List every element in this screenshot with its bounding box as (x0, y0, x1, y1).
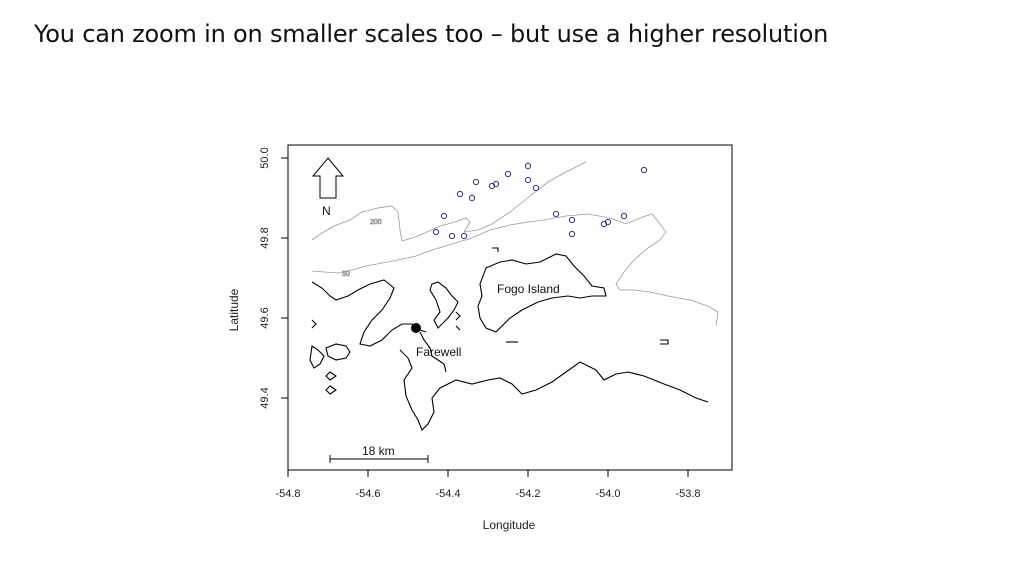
plot-frame (287, 144, 733, 471)
sample-point (568, 230, 576, 238)
scale-bar-label: 18 km (362, 444, 395, 458)
sample-point (448, 232, 456, 240)
farewell-label: Farewell (416, 345, 461, 359)
sample-point (620, 212, 628, 220)
x-tick-label: -54.6 (355, 488, 380, 500)
y-tick-label: 49.4 (259, 387, 271, 408)
coastline-farewell-inlet (419, 331, 447, 373)
sample-point (524, 176, 532, 184)
coastline-central-peninsula (429, 281, 459, 329)
coastline-south (399, 349, 709, 431)
scale-bar: 18 km (329, 444, 429, 463)
sample-point (640, 166, 648, 174)
x-tick-label: -54.8 (275, 488, 300, 500)
sample-points (432, 162, 648, 240)
slide-title: You can zoom in on smaller scales too – … (34, 20, 829, 48)
island-west-3 (311, 319, 317, 329)
islet-1 (325, 371, 337, 381)
sample-point (524, 162, 532, 170)
x-tick-label: -54.4 (435, 488, 460, 500)
contour-200-label: 200 (370, 219, 382, 226)
y-tick-label: 49.6 (259, 307, 271, 328)
island-west-2 (325, 343, 351, 361)
islet-6 (455, 311, 461, 321)
sample-point (440, 212, 448, 220)
sample-point (552, 210, 560, 218)
sample-point (456, 190, 464, 198)
sample-point (460, 232, 468, 240)
x-tick-label: -54.2 (515, 488, 540, 500)
y-axis: 49.4 49.6 49.8 50.0 (259, 147, 289, 409)
islet-3 (492, 247, 499, 252)
fogo-island-coast (477, 253, 607, 333)
islet-7 (455, 325, 461, 331)
islet-2 (325, 385, 337, 395)
y-tick-label: 50.0 (259, 147, 271, 168)
sample-point (432, 228, 440, 236)
fogo-island-label: Fogo Island (497, 282, 560, 296)
x-tick-label: -53.8 (675, 488, 700, 500)
farewell-marker (411, 323, 421, 333)
island-west-1 (309, 345, 325, 369)
coastlines (309, 247, 709, 431)
sample-point (472, 178, 480, 186)
coastline-peninsula-west (311, 279, 427, 347)
x-axis-title: Longitude (483, 518, 536, 532)
sample-point (468, 194, 476, 202)
x-tick-label: -54.0 (595, 488, 620, 500)
y-axis-title: Latitude (227, 288, 241, 331)
sample-point (492, 180, 500, 188)
depth-contours: 200 50 (311, 161, 719, 327)
y-tick-label: 49.8 (259, 227, 271, 248)
north-arrow-icon: N (311, 157, 345, 218)
sample-point (604, 218, 612, 226)
islet-5 (660, 339, 669, 345)
sample-point (532, 184, 540, 192)
contour-200m (311, 161, 587, 242)
x-axis: -54.8 -54.6 -54.4 -54.2 -54.0 -53.8 (275, 469, 701, 500)
contour-50-label: 50 (342, 271, 350, 278)
contour-50m (311, 213, 719, 327)
north-label: N (322, 204, 331, 218)
sample-point (568, 216, 576, 224)
sample-point (504, 170, 512, 178)
